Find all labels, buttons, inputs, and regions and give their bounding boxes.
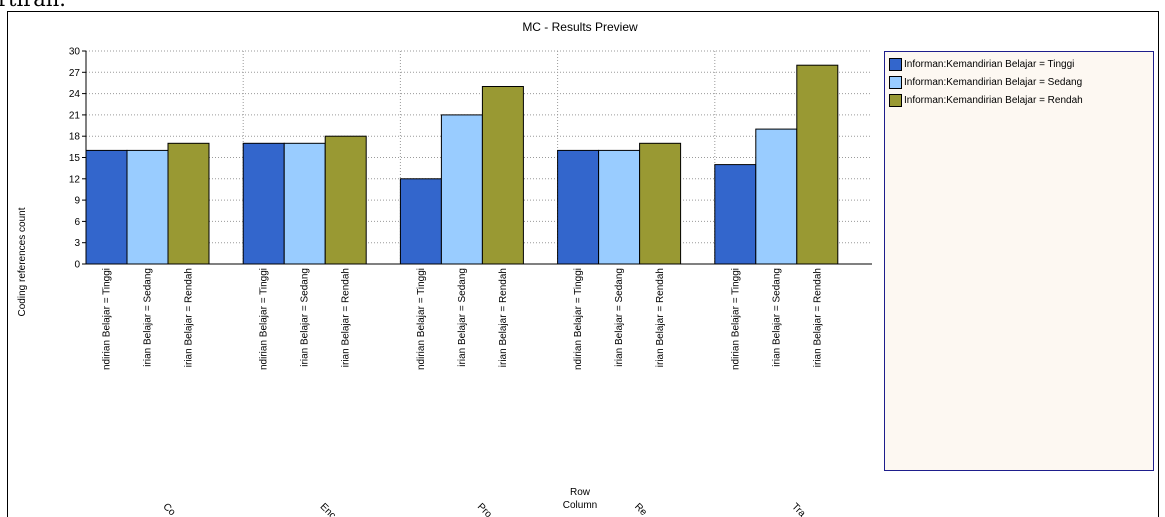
y-axis-label: Coding references count bbox=[17, 207, 28, 316]
x-bar-tick-label: irian Belajar = Sedang bbox=[614, 268, 625, 367]
cropped-caption-text: rtiran. bbox=[0, 0, 66, 10]
legend: Informan:Kemandirian Belajar = Tinggi Inf… bbox=[884, 51, 1154, 471]
y-tick-label: 24 bbox=[69, 89, 81, 100]
legend-item: Informan:Kemandirian Belajar = Rendah bbox=[889, 92, 1083, 108]
x-bar-tick-label: irian Belajar = Sedang bbox=[771, 268, 782, 367]
chart-title: MC - Results Preview bbox=[522, 20, 638, 34]
bar bbox=[399, 178, 442, 265]
y-tick-label: 15 bbox=[69, 153, 81, 164]
bar bbox=[167, 142, 210, 265]
y-tick-label: 30 bbox=[69, 47, 81, 58]
x-bar-tick-label: ndirian Belajar = Tinggi bbox=[573, 268, 584, 370]
legend-label: Informan:Kemandirian Belajar = Tinggi bbox=[904, 58, 1075, 70]
axes-group bbox=[82, 50, 872, 265]
x-bar-tick-label: ndirian Belajar = Tinggi bbox=[259, 268, 270, 370]
legend-label: Informan:Kemandirian Belajar = Sedang bbox=[904, 76, 1083, 88]
bar bbox=[639, 142, 682, 265]
legend-item: Informan:Kemandirian Belajar = Tinggi bbox=[889, 56, 1074, 72]
y-tick-label: 9 bbox=[74, 196, 80, 207]
x-category-label: Pro bbox=[475, 501, 494, 517]
y-tick-label: 3 bbox=[74, 238, 80, 249]
bar bbox=[126, 149, 169, 265]
y-tick-label: 21 bbox=[69, 110, 81, 121]
x-bar-tick-label: ndirian Belajar = Tinggi bbox=[416, 268, 427, 370]
legend-label: Informan:Kemandirian Belajar = Rendah bbox=[904, 94, 1083, 106]
x-category-label: Tra bbox=[789, 501, 807, 517]
x-bar-tick-label: irian Belajar = Rendah bbox=[184, 268, 195, 367]
y-tick-label: 18 bbox=[69, 132, 81, 143]
bar bbox=[557, 149, 600, 265]
legend-item: Informan:Kemandirian Belajar = Sedang bbox=[889, 74, 1082, 90]
bar bbox=[324, 135, 367, 265]
bars-group bbox=[85, 64, 839, 265]
x-bar-tick-label: irian Belajar = Rendah bbox=[341, 268, 352, 367]
x-category-label: Enc bbox=[318, 501, 338, 517]
bar bbox=[598, 149, 641, 265]
x-bar-tick-label: ndirian Belajar = Tinggi bbox=[730, 268, 741, 370]
x-bar-tick-label: ndirian Belajar = Tinggi bbox=[102, 268, 113, 370]
x-category-label: Re bbox=[632, 501, 649, 517]
y-tick-label: 6 bbox=[74, 217, 80, 228]
y-tick-label: 12 bbox=[69, 174, 81, 185]
bar bbox=[796, 64, 839, 265]
x-axis-label-column: Column bbox=[563, 500, 597, 511]
bar bbox=[283, 142, 326, 265]
legend-swatch bbox=[889, 57, 902, 71]
legend-swatch bbox=[889, 75, 902, 89]
bar bbox=[242, 142, 285, 265]
bar bbox=[481, 86, 524, 265]
y-tick-label: 0 bbox=[74, 260, 80, 271]
bar bbox=[714, 164, 757, 265]
legend-swatch bbox=[889, 93, 902, 107]
tick-labels-group: 0 3 6 9 12 15 18 21 24 27 30 ndirian Belajar = Ting… bbox=[69, 47, 823, 517]
x-axis-label-row: Row bbox=[570, 487, 591, 498]
x-category-label: Co bbox=[160, 501, 177, 517]
bar bbox=[440, 114, 483, 265]
x-bar-tick-label: irian Belajar = Sedang bbox=[143, 268, 154, 367]
x-bar-tick-label: irian Belajar = Sedang bbox=[457, 268, 468, 367]
x-bar-tick-label: irian Belajar = Rendah bbox=[812, 268, 823, 367]
x-bar-tick-label: irian Belajar = Rendah bbox=[655, 268, 666, 367]
bar bbox=[755, 128, 798, 265]
y-tick-label: 27 bbox=[69, 68, 81, 79]
bar bbox=[85, 149, 128, 265]
x-bar-tick-label: irian Belajar = Sedang bbox=[300, 268, 311, 367]
x-bar-tick-label: irian Belajar = Rendah bbox=[498, 268, 509, 367]
